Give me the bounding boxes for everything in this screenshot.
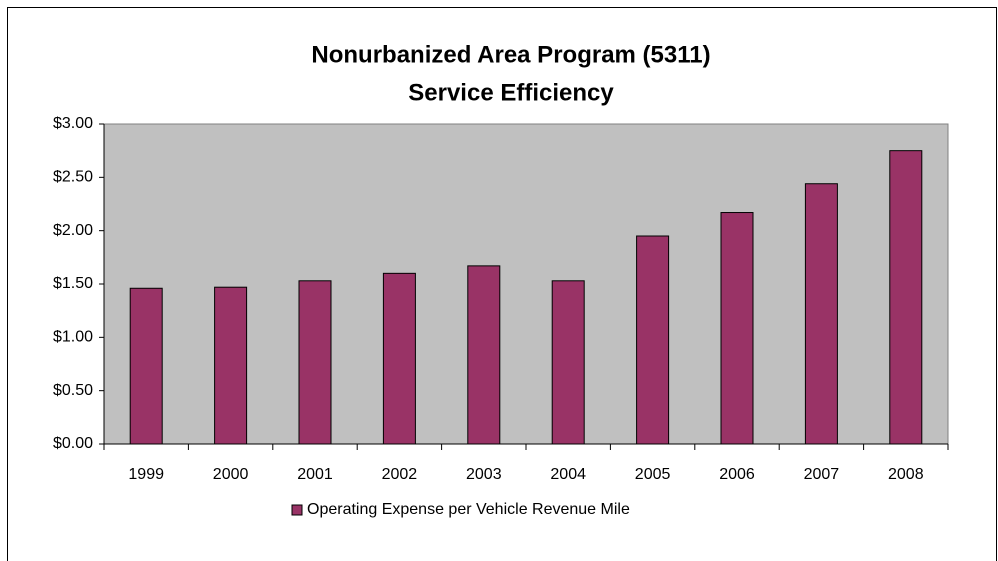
x-tick-label: 1999 xyxy=(128,466,164,483)
bar xyxy=(214,286,248,445)
bar xyxy=(889,150,923,445)
chart-border xyxy=(7,7,997,561)
x-tick-label: 2008 xyxy=(888,466,924,483)
bar xyxy=(298,280,332,445)
chart-title: Nonurbanized Area Program (5311) xyxy=(311,41,710,68)
bar xyxy=(129,287,163,445)
x-tick-label: 2002 xyxy=(382,466,418,483)
legend-swatch xyxy=(291,504,303,516)
x-tick-label: 2001 xyxy=(297,466,333,483)
bar xyxy=(551,280,585,445)
y-tick-label: $2.50 xyxy=(53,169,93,186)
y-tick-label: $0.50 xyxy=(53,382,93,399)
x-tick-label: 2006 xyxy=(719,466,755,483)
bar xyxy=(382,272,416,445)
y-tick-label: $2.00 xyxy=(53,222,93,239)
bar xyxy=(467,265,501,445)
bar xyxy=(720,212,754,445)
y-tick-label: $0.00 xyxy=(53,435,93,452)
bar xyxy=(804,183,838,445)
x-tick-label: 2007 xyxy=(804,466,840,483)
y-tick-label: $1.50 xyxy=(53,275,93,292)
x-tick-label: 2000 xyxy=(213,466,249,483)
chart-title: Service Efficiency xyxy=(408,79,614,106)
bar xyxy=(636,235,670,445)
y-tick-label: $3.00 xyxy=(53,115,93,132)
x-tick-label: 2005 xyxy=(635,466,671,483)
x-tick-label: 2004 xyxy=(550,466,586,483)
y-tick-label: $1.00 xyxy=(53,329,93,346)
x-tick-label: 2003 xyxy=(466,466,502,483)
legend-label: Operating Expense per Vehicle Revenue Mi… xyxy=(307,501,630,518)
